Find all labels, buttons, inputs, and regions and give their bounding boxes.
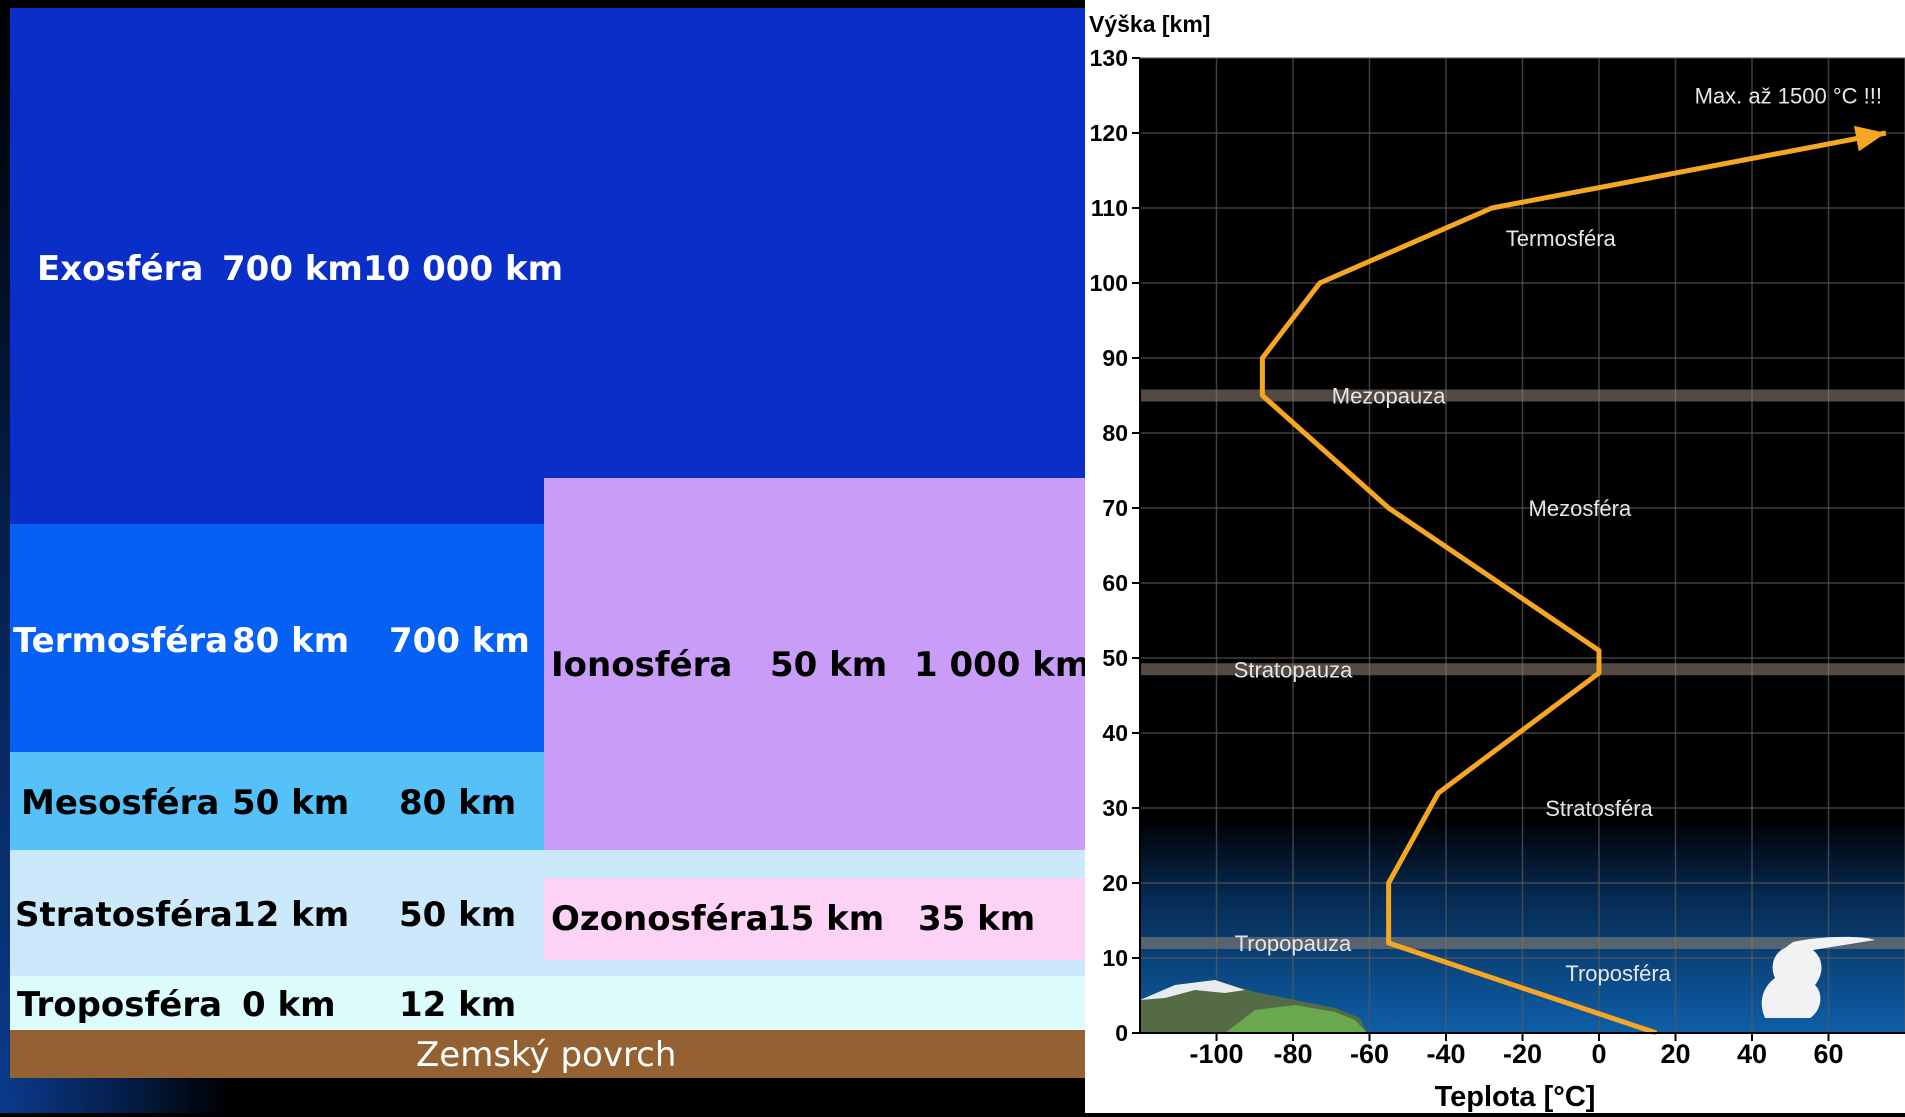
ionosphere-to: 1 000 km (914, 645, 1091, 685)
arrow-head-icon (1853, 125, 1886, 152)
boundary-label: Tropopauza (1235, 931, 1352, 956)
x-tick-label: 60 (1813, 1039, 1843, 1069)
green-hills (1225, 1005, 1367, 1033)
stratosphere-from: 12 km (232, 895, 350, 935)
mesosphere-name: Mesosféra (21, 783, 220, 823)
troposphere-name: Troposféra (17, 985, 223, 1025)
y-tick-label: 20 (1102, 870, 1128, 896)
mesosphere-to: 80 km (399, 783, 517, 823)
layer-label: Stratosféra (1545, 796, 1653, 821)
layer-label: Termosféra (1506, 226, 1617, 251)
surface-label: Zemský povrch (416, 1035, 677, 1075)
y-tick-label: 50 (1102, 645, 1128, 671)
y-tick-label: 80 (1102, 420, 1128, 446)
y-tick-label: 60 (1102, 570, 1128, 596)
troposphere-from: 0 km (242, 985, 336, 1025)
x-tick-label: -60 (1350, 1039, 1389, 1069)
ionosphere-from: 50 km (770, 645, 888, 685)
x-tick-label: -100 (1189, 1039, 1243, 1069)
axes: 0 10 20 30 40 50 60 70 80 90 100 110 120 130 -100 -80 -6… (1090, 45, 1905, 1069)
troposphere-to: 12 km (399, 985, 517, 1025)
temperature-chart-panel: Tropopauza Stratopauza Mezopauza Troposféra… (1085, 0, 1905, 1113)
thermosphere-to: 700 km (389, 621, 530, 661)
x-tick-label: 0 (1591, 1039, 1606, 1069)
x-tick-label: 40 (1737, 1039, 1767, 1069)
x-tick-label: -20 (1503, 1039, 1542, 1069)
x-tick-label: 20 (1660, 1039, 1690, 1069)
thermosphere-name: Termosféra (13, 621, 229, 661)
ionosphere-name: Ionosféra (551, 645, 733, 685)
layers-panel: Exosféra 700 km 10 000 km Termosféra 80 … (0, 0, 1085, 1113)
boundary-label: Mezopauza (1332, 384, 1447, 409)
y-tick-label: 120 (1090, 120, 1128, 146)
snow-caps (1140, 980, 1245, 1000)
ozonosphere-name: Ozonosféra (551, 899, 769, 939)
boundary-label: Stratopauza (1234, 657, 1353, 682)
stratosphere-to: 50 km (399, 895, 517, 935)
boundary-band (1140, 389, 1905, 402)
temperature-chart: Tropopauza Stratopauza Mezopauza Troposféra… (1089, 11, 1905, 1113)
y-tick-label: 100 (1090, 270, 1128, 296)
stratosphere-name: Stratosféra (15, 895, 233, 935)
x-tick-label: -40 (1426, 1039, 1465, 1069)
layer-label: Mezosféra (1529, 496, 1632, 521)
cumulonimbus-cloud (1761, 936, 1875, 1018)
boundary-bands (1140, 389, 1905, 949)
y-axis-title: Výška [km] (1089, 11, 1210, 37)
troposphere-block (10, 976, 1085, 1030)
x-axis-title: Teplota [°C] (1435, 1081, 1596, 1113)
y-tick-label: 40 (1102, 720, 1128, 746)
y-tick-label: 110 (1091, 195, 1128, 221)
x-tick-label: -80 (1273, 1039, 1312, 1069)
thermosphere-from: 80 km (232, 621, 350, 661)
thermosphere-block (10, 524, 544, 752)
surface-block (10, 1030, 1085, 1078)
mesosphere-from: 50 km (232, 783, 350, 823)
ozonosphere-block (544, 878, 1085, 960)
y-tick-label: 90 (1102, 345, 1128, 371)
ionosphere-block (544, 478, 1085, 850)
max-temperature-annotation: Max. až 1500 °C !!! (1695, 84, 1882, 109)
chart-labels: Tropopauza Stratopauza Mezopauza Troposféra… (1234, 84, 1882, 987)
boundary-band (1140, 937, 1905, 949)
exosphere-name: Exosféra (37, 249, 204, 289)
mesosphere-block (10, 752, 544, 850)
y-tick-label: 130 (1090, 45, 1128, 71)
y-tick-label: 70 (1102, 495, 1128, 521)
ozonosphere-to: 35 km (918, 899, 1036, 939)
y-tick-label: 10 (1102, 945, 1128, 971)
exosphere-to: 10 000 km (363, 249, 563, 289)
boundary-band (1140, 663, 1905, 676)
y-tick-label: 0 (1115, 1020, 1128, 1046)
exosphere-block (10, 8, 1085, 524)
y-tick-label: 30 (1102, 795, 1128, 821)
layer-label: Troposféra (1565, 961, 1671, 986)
temperature-profile-line (1259, 130, 1887, 1036)
ozonosphere-from: 15 km (767, 899, 885, 939)
exosphere-from: 700 km (222, 249, 363, 289)
